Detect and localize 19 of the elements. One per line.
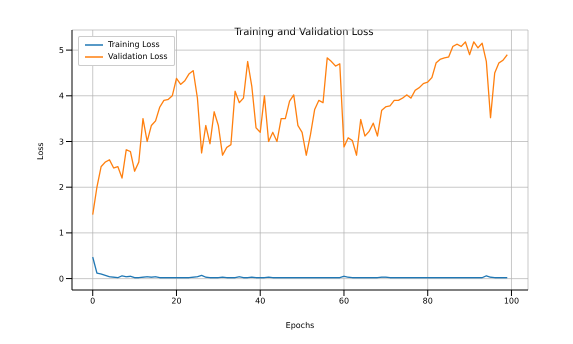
y-tick-label: 3: [58, 137, 64, 146]
chart-title: Training and Validation Loss: [233, 27, 375, 38]
x-tick-label: 60: [338, 296, 350, 306]
x-tick-label: 20: [171, 296, 182, 306]
x-tick-label: 80: [422, 296, 433, 306]
legend-label: Training Loss: [108, 39, 160, 51]
y-tick-label: 5: [58, 46, 64, 55]
y-tick-label: 0: [58, 274, 64, 284]
x-tick-label: 0: [90, 296, 96, 306]
y-axis-title: Loss: [36, 142, 45, 160]
x-axis-title: Epochs: [286, 321, 314, 330]
x-tick-label: 100: [504, 296, 520, 306]
x-tick-label: 40: [255, 296, 266, 306]
legend-label: Validation Loss: [108, 51, 168, 63]
y-tick-label: 2: [58, 183, 64, 192]
y-tick-label: 4: [58, 92, 64, 101]
y-tick-label: 1: [58, 228, 64, 238]
line-series: [92, 256, 508, 278]
line-series: [92, 41, 508, 216]
